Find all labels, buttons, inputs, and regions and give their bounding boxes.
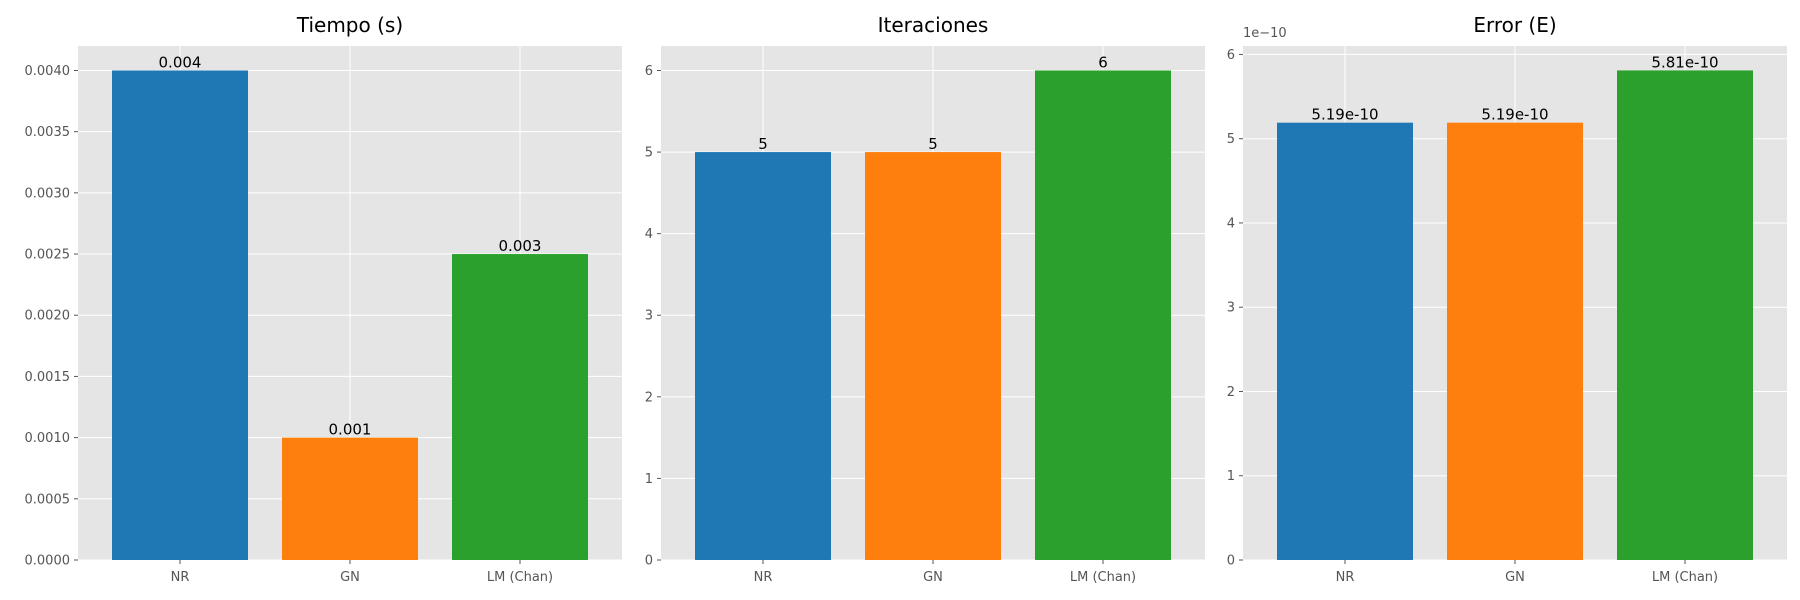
y-tick-label: 5 [1227, 132, 1235, 147]
x-tick-label: GN [1505, 570, 1525, 585]
chart-title: Error (E) [1473, 13, 1556, 37]
y-tick-label: 0.0015 [25, 370, 71, 385]
chart-title: Tiempo (s) [296, 13, 403, 37]
x-tick-label: GN [340, 570, 360, 585]
chart-panel-2: 5 5 6 0 1 2 3 4 5 6 NR GN LM (Chan) Iteraciones [645, 13, 1205, 585]
y-tick-label: 2 [645, 390, 653, 405]
data-label: 5.81e-10 [1651, 53, 1718, 71]
bar-nr [1277, 122, 1413, 561]
x-tick-label: NR [171, 570, 190, 585]
y-tick-label: 3 [645, 309, 653, 324]
y-tick-label: 4 [645, 227, 653, 242]
bar-gn [282, 437, 418, 560]
data-label: 0.001 [329, 421, 372, 439]
x-tick-label: LM (Chan) [487, 570, 553, 585]
bar-lm-chan [1035, 70, 1171, 560]
chart-title: Iteraciones [878, 13, 989, 37]
y-tick-label: 1 [1227, 469, 1235, 484]
y-tick-label: 0.0000 [25, 554, 71, 569]
x-tick-label: LM (Chan) [1652, 570, 1718, 585]
y-tick-label: 4 [1227, 216, 1235, 231]
bar-lm-chan [452, 254, 588, 561]
y-tick-label: 0.0010 [25, 431, 71, 446]
y-tick-label: 0.0025 [25, 248, 71, 263]
x-tick-label: NR [1336, 570, 1355, 585]
y-tick-label: 0 [1227, 554, 1235, 569]
x-tick-label: GN [923, 570, 943, 585]
y-tick-label: 0.0020 [25, 309, 71, 324]
y-tick-label: 0.0005 [25, 492, 71, 507]
x-tick-label: NR [754, 570, 773, 585]
y-tick-label: 5 [645, 146, 653, 161]
data-label: 0.004 [159, 53, 202, 71]
data-label: 5 [928, 135, 938, 153]
y-tick-label: 2 [1227, 385, 1235, 400]
data-label: 5 [758, 135, 768, 153]
y-tick-label: 6 [1227, 48, 1235, 63]
y-tick-label: 0.0035 [25, 125, 71, 140]
y-tick-label: 1 [645, 472, 653, 487]
axis-offset-label: 1e−10 [1243, 26, 1287, 41]
y-tick-label: 0.0040 [25, 64, 71, 79]
chart-panel-3: 5.19e-10 5.19e-10 5.81e-10 0 1 2 3 4 5 6 NR GN LM (C… [1227, 13, 1787, 585]
x-tick-label: LM (Chan) [1070, 570, 1136, 585]
y-tick-label: 0.0030 [25, 186, 71, 201]
bar-lm-chan [1617, 70, 1753, 560]
chart-panel-1: 0.004 0.001 0.003 0.0000 0.0005 0.0010 0.0015 0… [25, 13, 622, 585]
bar-gn [1447, 122, 1583, 561]
y-tick-label: 3 [1227, 301, 1235, 316]
bar-nr [112, 70, 248, 560]
data-label: 5.19e-10 [1481, 106, 1548, 124]
y-tick-label: 0 [645, 554, 653, 569]
y-tick-label: 6 [645, 64, 653, 79]
data-label: 0.003 [499, 237, 542, 255]
bar-nr [695, 152, 831, 561]
bar-gn [865, 152, 1001, 561]
data-label: 6 [1098, 53, 1108, 71]
data-label: 5.19e-10 [1311, 106, 1378, 124]
